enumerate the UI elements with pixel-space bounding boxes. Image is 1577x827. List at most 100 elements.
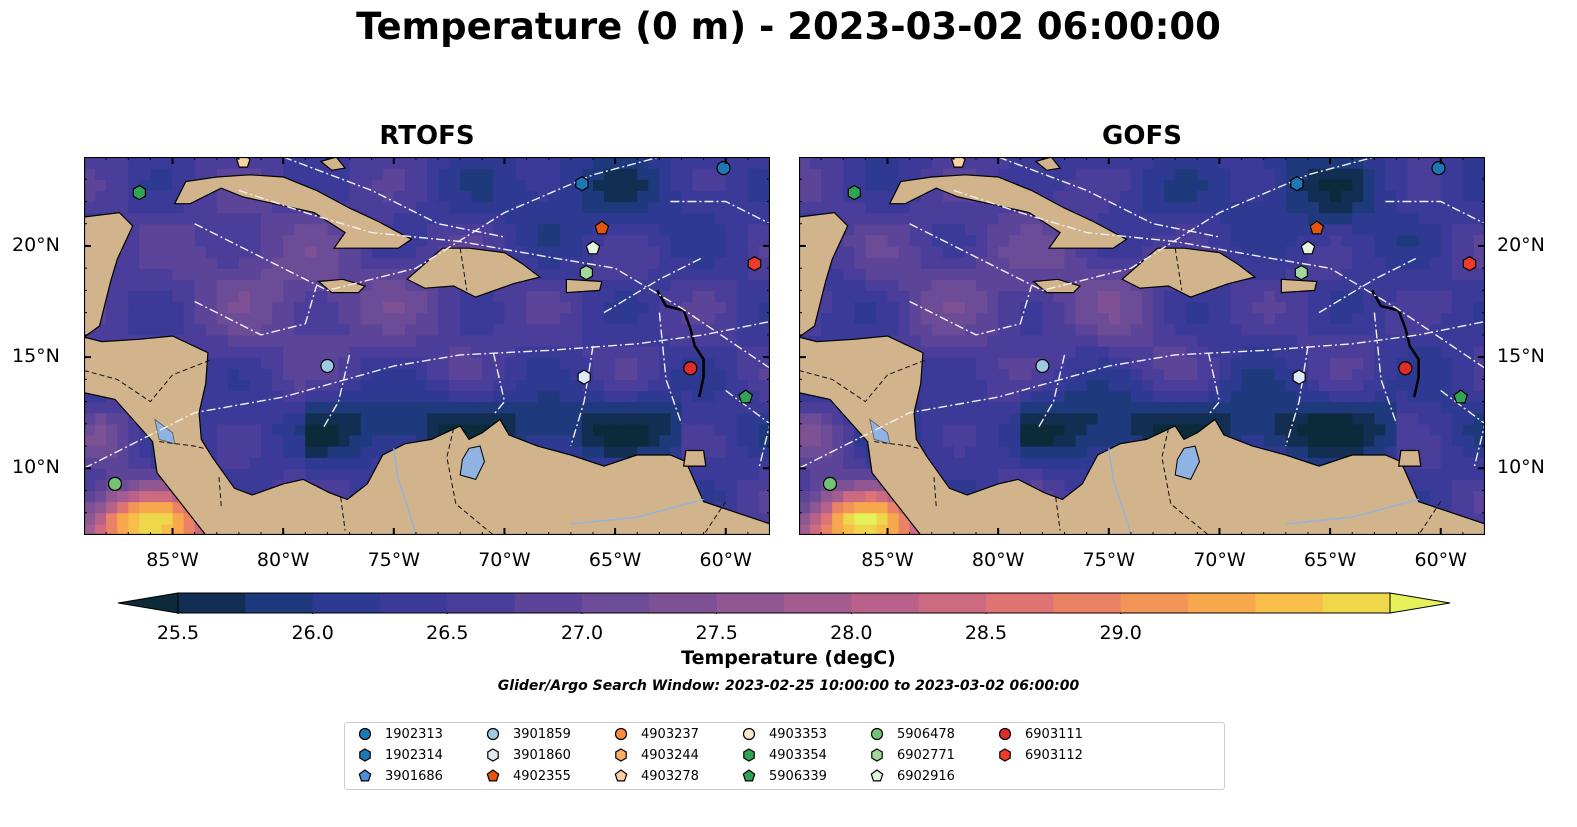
colorbar-bin bbox=[1053, 593, 1122, 613]
colorbar-bin bbox=[1322, 593, 1391, 613]
hexagon-marker-icon bbox=[487, 748, 499, 762]
hexagon-marker-icon bbox=[999, 748, 1011, 762]
circle-marker-icon bbox=[998, 727, 1012, 741]
colorbar-high-extend bbox=[1389, 592, 1451, 614]
latitude-tick-label: 15°N bbox=[12, 345, 60, 368]
float-marker-0 bbox=[132, 184, 147, 201]
legend-label: 4903278 bbox=[641, 768, 699, 784]
float-marker-8 bbox=[683, 361, 698, 376]
legend-marker bbox=[999, 748, 1011, 762]
legend-marker bbox=[870, 727, 884, 741]
float-marker-7 bbox=[1462, 256, 1477, 272]
legend-label: 5906339 bbox=[769, 768, 827, 784]
legend-item: 3901686 bbox=[357, 768, 443, 784]
legend-marker bbox=[742, 727, 756, 741]
legend-item: 4903354 bbox=[741, 747, 827, 763]
legend-marker bbox=[871, 748, 883, 762]
colorbar-bin bbox=[380, 593, 448, 613]
legend-marker bbox=[870, 769, 884, 782]
colorbar-tick-label: 29.0 bbox=[1099, 622, 1142, 644]
colorbar-low-extend bbox=[117, 592, 179, 614]
latitude-tick-label: 10°N bbox=[1497, 456, 1545, 479]
legend-marker bbox=[487, 748, 499, 762]
circle-marker-icon bbox=[870, 727, 884, 741]
latitude-tick-label: 15°N bbox=[1497, 345, 1545, 368]
legend-item: 3901860 bbox=[485, 747, 571, 763]
float-marker-12 bbox=[107, 476, 123, 491]
legend-label: 6902916 bbox=[897, 768, 955, 784]
colorbar-tick-label: 28.5 bbox=[964, 622, 1008, 644]
float-marker-2 bbox=[575, 176, 589, 192]
hexagon-marker-icon bbox=[359, 748, 371, 762]
legend-label: 4903353 bbox=[769, 726, 827, 742]
legend-item: 4902355 bbox=[485, 768, 571, 784]
longitude-tick-label: 60°W bbox=[1414, 549, 1467, 571]
hexagon-marker-icon bbox=[615, 748, 627, 762]
float-marker-10 bbox=[577, 369, 591, 385]
figure-title: Temperature (0 m) - 2023-03-02 06:00:00 bbox=[356, 5, 1221, 48]
float-marker-7 bbox=[747, 256, 762, 272]
legend-item: 4903278 bbox=[613, 768, 699, 784]
longitude-tick-label: 85°W bbox=[146, 549, 199, 571]
longitude-tick-label: 85°W bbox=[861, 549, 914, 571]
colorbar bbox=[117, 592, 1451, 614]
pentagon-marker-icon bbox=[870, 769, 884, 782]
legend-item: 6903111 bbox=[997, 726, 1083, 742]
colorbar-bin bbox=[178, 593, 246, 613]
colorbar-bin bbox=[918, 593, 987, 613]
hexagon-marker-icon bbox=[743, 748, 755, 762]
colorbar-tick-label: 26.5 bbox=[426, 622, 469, 644]
latitude-tick-label: 10°N bbox=[12, 456, 60, 479]
float-marker-11 bbox=[320, 358, 335, 374]
legend-marker bbox=[486, 727, 500, 741]
longitude-tick-label: 80°W bbox=[971, 549, 1025, 571]
legend-label: 4903244 bbox=[641, 747, 699, 763]
legend-label: 6903111 bbox=[1025, 726, 1083, 742]
legend-marker bbox=[358, 727, 372, 741]
legend-marker bbox=[358, 769, 372, 782]
float-marker-9 bbox=[1453, 389, 1469, 404]
panel-title-rtofs: RTOFS bbox=[379, 121, 475, 151]
float-marker-12 bbox=[822, 476, 838, 491]
colorbar-tick-label: 28.0 bbox=[830, 622, 873, 644]
float-marker-4 bbox=[1300, 240, 1316, 255]
colorbar-tick-label: 25.5 bbox=[156, 622, 200, 644]
legend-label: 3901860 bbox=[513, 747, 571, 763]
colorbar-bin bbox=[1120, 593, 1189, 613]
colorbar-tick-label: 27.0 bbox=[560, 622, 604, 644]
float-marker-4 bbox=[585, 240, 601, 255]
legend-label: 4902355 bbox=[513, 768, 571, 784]
pentagon-marker-icon bbox=[358, 769, 372, 782]
float-marker-5 bbox=[579, 264, 593, 281]
pentagon-marker-icon bbox=[614, 769, 628, 782]
legend-label: 1902313 bbox=[385, 726, 443, 742]
float-marker-6 bbox=[716, 161, 731, 176]
rtofs-map bbox=[84, 157, 770, 535]
legend-item: 4903244 bbox=[613, 747, 699, 763]
search-window-text: Glider/Argo Search Window: 2023-02-25 10… bbox=[497, 678, 1080, 694]
longitude-tick-label: 70°W bbox=[1193, 549, 1246, 571]
latitude-tick-label: 20°N bbox=[12, 233, 60, 256]
longitude-tick-label: 75°W bbox=[1082, 549, 1136, 571]
legend-marker bbox=[998, 727, 1012, 741]
float-marker-8 bbox=[1398, 361, 1413, 376]
panel-title-gofs: GOFS bbox=[1102, 121, 1182, 151]
legend-marker bbox=[614, 769, 628, 782]
colorbar-bin bbox=[986, 593, 1054, 613]
legend-label: 6903112 bbox=[1025, 747, 1083, 763]
legend-marker bbox=[742, 769, 756, 782]
circle-marker-icon bbox=[486, 727, 500, 741]
legend-label: 5906478 bbox=[897, 726, 955, 742]
colorbar-label: Temperature (degC) bbox=[681, 647, 896, 669]
colorbar-bin bbox=[582, 593, 650, 613]
float-marker-11 bbox=[1035, 358, 1050, 374]
float-marker-5 bbox=[1294, 264, 1308, 281]
legend-marker bbox=[614, 727, 628, 741]
colorbar-bin bbox=[514, 593, 583, 613]
legend-label: 6902771 bbox=[897, 747, 955, 763]
colorbar-bin bbox=[1188, 593, 1256, 613]
legend-item: 6902916 bbox=[869, 768, 955, 784]
legend-label: 4903237 bbox=[641, 726, 699, 742]
longitude-tick-label: 80°W bbox=[256, 549, 310, 571]
float-marker-9 bbox=[738, 389, 754, 404]
